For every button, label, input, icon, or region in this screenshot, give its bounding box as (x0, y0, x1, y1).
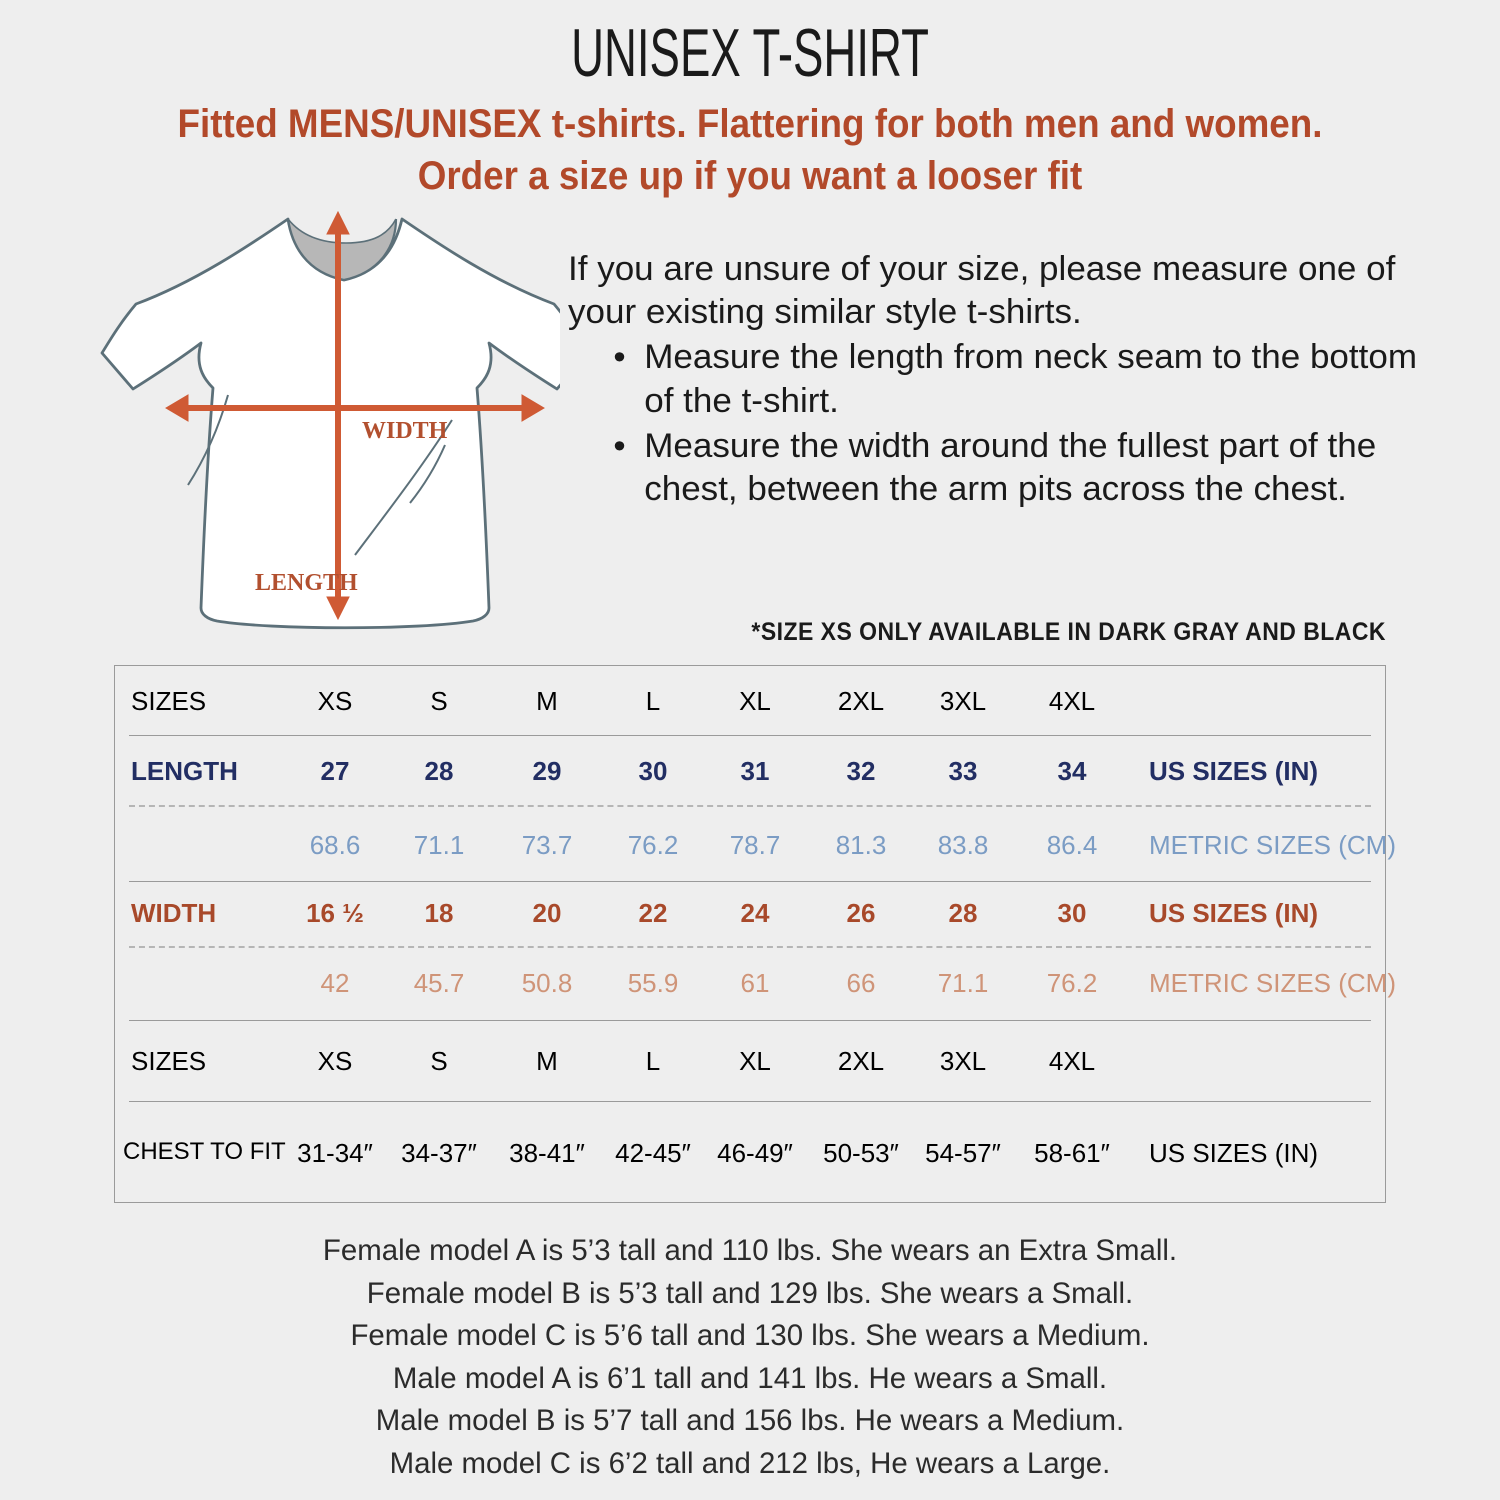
svg-text:WIDTH: WIDTH (362, 418, 448, 444)
svg-text:LENGTH: LENGTH (255, 570, 358, 596)
